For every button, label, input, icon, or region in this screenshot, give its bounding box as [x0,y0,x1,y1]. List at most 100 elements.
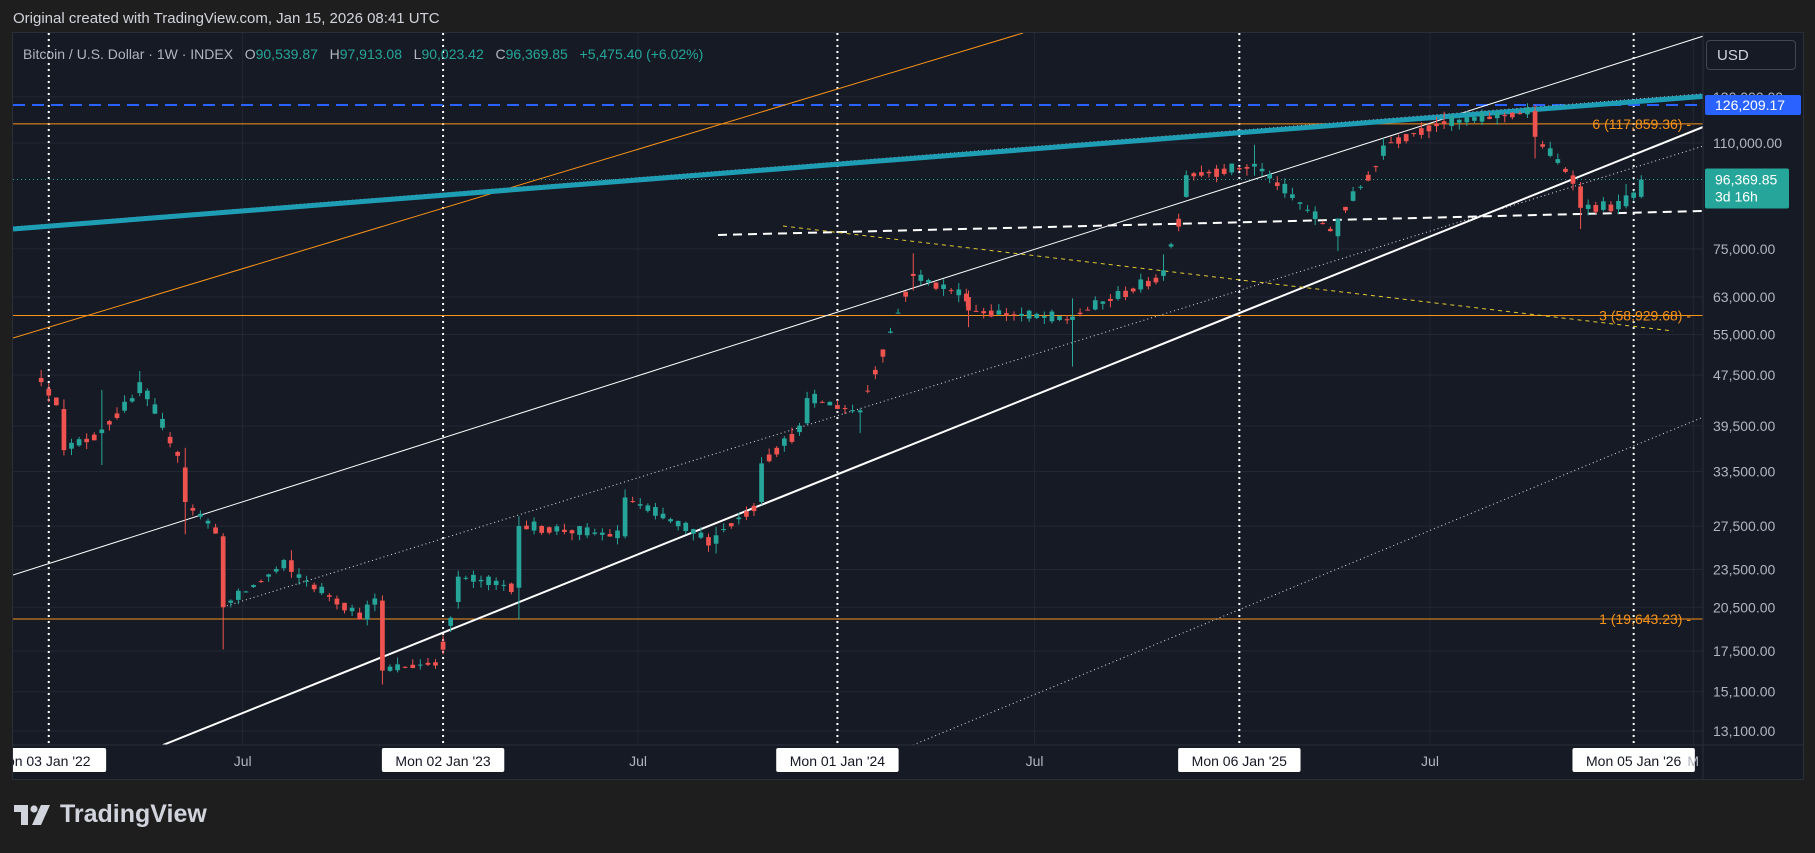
candle-body [144,390,150,400]
candle-body [1525,107,1530,115]
time-tick-label: Jul [629,753,647,769]
candle-body [926,280,931,283]
candle-body [251,585,256,588]
candle-body [372,598,378,605]
candle-body [1616,200,1621,210]
candle-body [1041,316,1047,318]
time-tick-label: Jul [1026,753,1044,769]
legend-symbol[interactable]: Bitcoin / U.S. Dollar · 1W · INDEX [23,46,234,62]
candle-body [1585,204,1591,209]
candle-body [425,662,431,665]
bar-countdown-label: 3d 16h [1715,189,1758,205]
candle-body [872,369,878,375]
candle-body [1517,113,1523,115]
candle-body [569,530,575,534]
candle-body [1373,166,1379,168]
price-chart[interactable]: 6 (117,859.36) - 3 (58,929.68) - 1 (19,643… [13,33,1803,779]
candle-body [1229,163,1235,173]
candle-body [1327,228,1333,232]
candle-body [402,666,408,668]
candle-body [478,579,484,582]
candle-body [812,393,818,404]
legend-open-label: O [244,46,256,62]
candle-body [1191,173,1197,177]
candle-body [1343,206,1348,211]
time-axis-marker-bg [13,748,107,772]
candle-body [1555,159,1561,163]
candle-body [53,397,59,406]
candle-body [349,607,355,612]
candle-body [1426,125,1432,132]
candle-body [865,390,871,392]
candle-body [1532,111,1538,137]
candle-body [888,331,893,333]
chart-panel[interactable]: 6 (117,859.36) - 3 (58,929.68) - 1 (19,643… [12,32,1804,780]
channel-bottom-dotted-line [912,416,1703,745]
legend-low-value: 90,023.42 [421,46,484,62]
candle-body [1456,119,1462,123]
candle-body [1593,205,1599,212]
tradingview-logo[interactable]: TradingView [14,800,207,829]
last-price-label: 96,369.85 [1715,172,1777,188]
candle-body [129,398,135,402]
candle-body [675,520,681,527]
candle-body [1123,290,1128,298]
candle-body [988,310,994,317]
candle-body [1381,145,1386,156]
candle-body [1019,313,1024,316]
candle-body [137,382,143,394]
candle-body [122,401,127,411]
time-axis-marker-label: Mon 06 Jan '25 [1192,753,1288,769]
candle-body [235,590,241,600]
last-price-label-bg [1705,168,1789,209]
time-axis-marker-bg [1572,748,1695,772]
candle-body [107,421,112,425]
candle-body [539,526,545,533]
time-axis-marker-label: Mon 01 Jan '24 [790,753,886,769]
candle-body [1183,175,1189,197]
candle-body [698,532,704,538]
candle-body [38,377,44,383]
price-tick-label: 110,000.00 [1713,135,1782,151]
ath-price-label: 126,209.17 [1715,97,1785,113]
candle-body [380,600,385,671]
candle-body [819,401,825,403]
candle-body [1502,115,1508,117]
price-tick-label: 55,000.00 [1713,327,1775,343]
candle-body [281,560,287,569]
candle-body [759,463,764,503]
candle-body [190,508,196,511]
price-tick-label: 23,500.00 [1713,562,1775,578]
price-tick-label: 15,100.00 [1713,684,1775,700]
candle-body [91,434,97,441]
candle-body [1464,117,1470,123]
time-axis-marker-bg [1178,748,1301,772]
candle-body [1411,133,1417,135]
time-axis-marker-label: on 03 Jan '22 [13,753,91,769]
legend-low-label: L [413,46,422,62]
candle-body [1365,174,1371,181]
candle-body [319,586,325,594]
candle-body [471,574,476,582]
candle-body [61,409,67,451]
candle-body [76,439,82,446]
candle-body [948,290,954,292]
time-axis-marker-bg [381,748,505,772]
candle-body [1214,168,1219,177]
candle-body [1396,137,1401,144]
time-axis-marker-bg [776,748,899,772]
price-tick-label: 13,100.00 [1713,723,1775,739]
candle-body [1578,186,1583,208]
candle-body [956,289,962,296]
price-tick-label: 20,500.00 [1713,599,1775,615]
candle-body [895,312,901,314]
candles-layer [38,103,1644,685]
candle-body [1206,171,1212,174]
chart-snapshot-caption: Original created with TradingView.com, J… [13,10,440,27]
candle-body [1472,117,1477,121]
candle-body [713,535,719,544]
candle-body [448,617,454,626]
currency-selector[interactable]: USD [1706,40,1796,70]
candle-body [1479,112,1485,122]
candle-body [1320,223,1326,225]
